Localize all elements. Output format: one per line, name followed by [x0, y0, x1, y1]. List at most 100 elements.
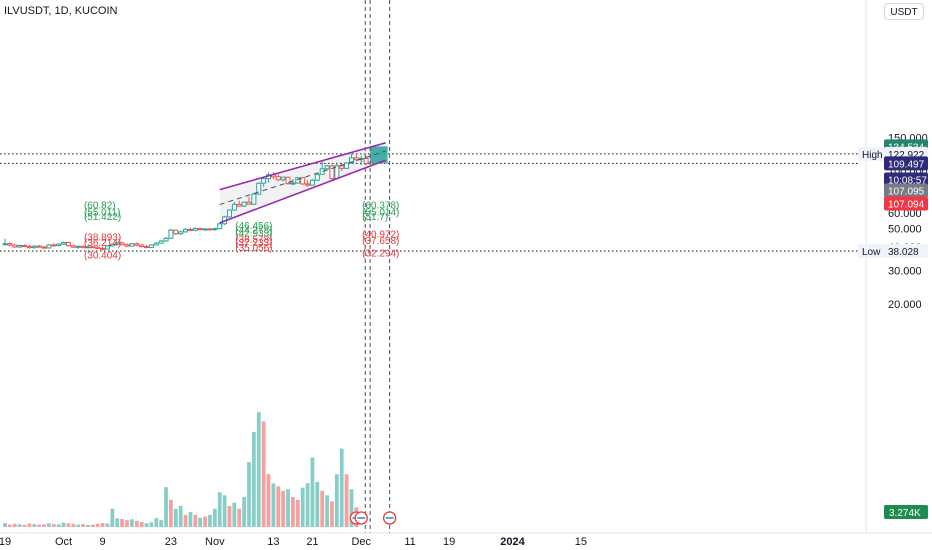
- volume-bar: [71, 523, 76, 527]
- candle-body: [163, 237, 169, 242]
- fib-annotation: (40.972): [362, 229, 399, 240]
- candle-body: [56, 243, 62, 247]
- volume-bar: [12, 523, 17, 527]
- candle-body: [217, 223, 223, 230]
- volume-bar: [256, 412, 261, 527]
- volume-bar: [90, 524, 95, 527]
- x-tick-label: 13: [267, 536, 279, 548]
- price-label-text: 122.922: [888, 150, 925, 161]
- volume-bar: [330, 501, 334, 527]
- price-tag-box: [858, 243, 884, 258]
- volume-bar: [81, 524, 85, 527]
- volume-bar: [271, 483, 276, 527]
- volume-bar: [251, 431, 256, 527]
- price-label-text: 107.095: [888, 187, 925, 198]
- candle-body: [36, 245, 42, 248]
- candle-body: [114, 242, 120, 245]
- price-label-text: 38.028: [888, 247, 919, 258]
- candle-body: [324, 165, 330, 170]
- candle-body: [226, 209, 232, 218]
- volume-bar: [66, 523, 71, 527]
- candle-body: [70, 245, 76, 248]
- volume-bar: [198, 517, 203, 527]
- volume-bar: [37, 524, 42, 527]
- candle-body: [75, 245, 81, 248]
- volume-bar: [339, 448, 344, 527]
- candle-body: [148, 244, 154, 248]
- volume-bar: [105, 523, 110, 527]
- volume-bar: [159, 520, 164, 527]
- y-tick-label: 20.000: [888, 299, 922, 311]
- currency-button[interactable]: USDT: [884, 3, 924, 20]
- candle-body: [231, 203, 237, 211]
- x-tick-label: 19: [443, 536, 455, 548]
- fib-annotation: (38.578): [235, 234, 272, 245]
- volume-bar: [32, 524, 37, 527]
- candle-body: [280, 176, 286, 181]
- candle-body: [207, 228, 213, 231]
- volume-bar: [154, 518, 159, 527]
- x-tick-label: 19: [0, 536, 11, 548]
- volume-bar: [27, 523, 32, 527]
- volume-bar: [134, 520, 139, 527]
- candle-body: [285, 176, 291, 185]
- candle-body: [256, 182, 262, 195]
- volume-bar: [129, 519, 134, 527]
- candle-body: [173, 229, 179, 235]
- volume-bar: [120, 519, 125, 527]
- volume-bar: [217, 492, 222, 527]
- x-tick-label: Nov: [205, 536, 225, 548]
- price-label-box: [884, 183, 928, 198]
- x-tick-label: 21: [306, 536, 318, 548]
- candle-body: [246, 201, 252, 205]
- volume-bar: [178, 505, 183, 527]
- volume-bar: [266, 474, 271, 527]
- candle-body: [187, 228, 193, 231]
- candle-body: [12, 244, 18, 248]
- candle-body: [241, 201, 247, 207]
- fib-annotation: (44.278): [235, 225, 272, 236]
- candle-body: [80, 245, 86, 249]
- volume-bar: [222, 495, 227, 527]
- volume-label-box: [884, 505, 928, 519]
- volume-bar: [315, 481, 320, 527]
- candle-body: [119, 242, 125, 246]
- fib-annotation: (55.014): [362, 207, 399, 218]
- candle-body: [31, 245, 37, 249]
- price-label-text: 10:08:57: [888, 176, 927, 187]
- volume-bar: [139, 521, 144, 527]
- volume-bar: [42, 524, 46, 527]
- fib-annotation: (60.378): [362, 201, 399, 212]
- candle-body: [124, 244, 130, 247]
- candle-body: [363, 158, 369, 164]
- volume-bar: [242, 496, 247, 527]
- candle-body: [41, 246, 47, 249]
- fib-annotation: (51.7): [362, 212, 388, 223]
- x-tick-label: 15: [575, 536, 587, 548]
- candle-body: [7, 243, 13, 246]
- volume-bar: [232, 502, 237, 527]
- y-tick-label: 60.000: [888, 208, 922, 220]
- price-label-box: [884, 196, 928, 211]
- volume-bar: [291, 496, 295, 527]
- candle-body: [129, 243, 135, 247]
- candle-body: [261, 178, 267, 184]
- fib-annotation: (42.933): [235, 228, 272, 239]
- fib-annotation: (46.456): [235, 221, 272, 232]
- fib-annotation: (37.233): [235, 238, 272, 249]
- candle-body: [51, 244, 57, 247]
- volume-bar: [344, 474, 349, 527]
- volume-bar: [115, 518, 120, 527]
- fib-annotation: (32.294): [362, 248, 399, 259]
- candle-body: [192, 227, 198, 231]
- x-tick-label: 11: [404, 536, 415, 548]
- candle-body: [295, 177, 301, 184]
- fib-annotation: (55.011): [84, 207, 121, 218]
- candle-body: [212, 228, 218, 231]
- volume-bar: [86, 524, 90, 527]
- candle-body: [348, 157, 354, 164]
- price-tag-text: High: [862, 150, 883, 161]
- volume-bar: [237, 508, 242, 527]
